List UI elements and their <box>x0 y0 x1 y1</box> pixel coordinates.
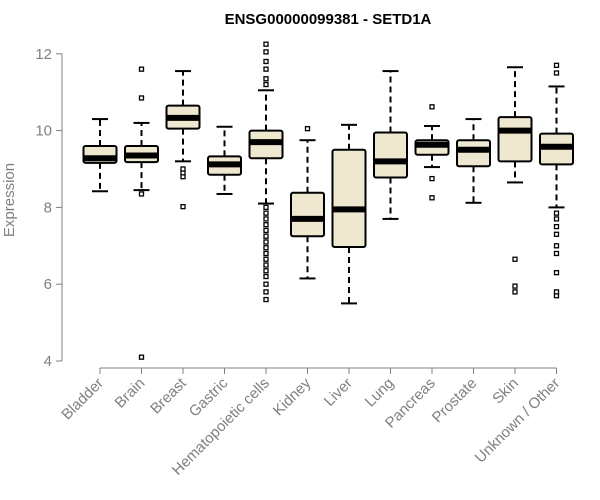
outlier-point <box>263 66 269 72</box>
y-tick-label: 10 <box>35 123 52 140</box>
box-group <box>373 70 408 220</box>
y-axis-title: Expression <box>1 163 18 237</box>
box-group <box>165 70 201 210</box>
outlier-point <box>553 216 560 222</box>
x-tick-label: Brain <box>112 375 149 412</box>
outlier-point <box>263 245 269 251</box>
plot-area <box>82 41 574 360</box>
outlier-point <box>553 250 560 257</box>
x-tick-label: Bladder <box>58 375 107 424</box>
y-tick-label: 8 <box>44 199 52 216</box>
outlier-point <box>553 223 560 230</box>
outlier-point <box>429 195 435 201</box>
y-tick-label: 6 <box>44 276 52 293</box>
box-group <box>414 104 450 201</box>
outlier-point <box>180 166 186 172</box>
outlier-point <box>263 227 269 234</box>
outlier-point <box>263 273 269 280</box>
y-tick-label: 12 <box>35 46 52 63</box>
outlier-point <box>263 262 269 268</box>
outlier-point <box>138 191 145 197</box>
outlier-point <box>263 204 269 211</box>
outlier-point <box>553 243 560 249</box>
outlier-point <box>180 203 186 210</box>
outlier-point <box>263 239 269 245</box>
outlier-point <box>553 231 560 237</box>
x-tick-label: Liver <box>321 375 356 410</box>
iqr-box <box>290 191 325 238</box>
outlier-point <box>263 250 269 257</box>
x-tick-label: Prostate <box>429 375 481 427</box>
box-group <box>539 62 574 299</box>
outlier-point <box>263 289 269 295</box>
outlier-point <box>512 289 518 295</box>
box-group <box>497 66 533 295</box>
x-tick-label: Breast <box>147 374 190 417</box>
outlier-point <box>512 256 518 262</box>
x-tick-label: Kidney <box>270 374 315 419</box>
outlier-point <box>263 256 269 262</box>
outlier-point <box>263 222 269 228</box>
outlier-point <box>263 81 269 88</box>
x-tick-label: Lung <box>362 375 398 411</box>
iqr-box <box>456 139 491 168</box>
box-group <box>82 118 118 193</box>
x-tick-label: Skin <box>489 375 522 408</box>
outlier-point <box>263 281 269 287</box>
outlier-point <box>263 233 269 239</box>
outlier-point <box>263 268 269 274</box>
y-tick-label: 4 <box>44 353 52 370</box>
iqr-box <box>373 131 408 179</box>
outlier-point <box>304 126 311 132</box>
box-group <box>331 123 367 305</box>
box-group <box>124 66 159 360</box>
outlier-point <box>553 289 560 295</box>
iqr-box <box>497 116 533 163</box>
outlier-point <box>263 49 269 55</box>
outlier-point <box>138 354 145 360</box>
outlier-point <box>553 62 560 68</box>
outlier-point <box>263 296 269 303</box>
outlier-point <box>263 216 269 222</box>
outlier-point <box>553 210 560 216</box>
outlier-point <box>512 283 518 289</box>
outlier-point <box>429 175 435 182</box>
outlier-point <box>263 210 269 216</box>
outlier-point <box>138 95 145 101</box>
box-group <box>456 118 491 204</box>
outlier-point <box>263 41 269 47</box>
iqr-box <box>331 148 367 248</box>
outlier-point <box>263 76 269 82</box>
outlier-point <box>138 66 145 72</box>
outlier-point <box>429 104 435 110</box>
outlier-point <box>553 270 560 276</box>
outlier-point <box>553 70 560 76</box>
outlier-point <box>263 58 269 65</box>
y-axis: 4 6 8 10 12 <box>35 46 63 370</box>
box-group <box>207 125 242 195</box>
chart-title: ENSG00000099381 - SETD1A <box>225 11 432 28</box>
box-group <box>290 126 325 280</box>
box-group <box>248 41 284 303</box>
